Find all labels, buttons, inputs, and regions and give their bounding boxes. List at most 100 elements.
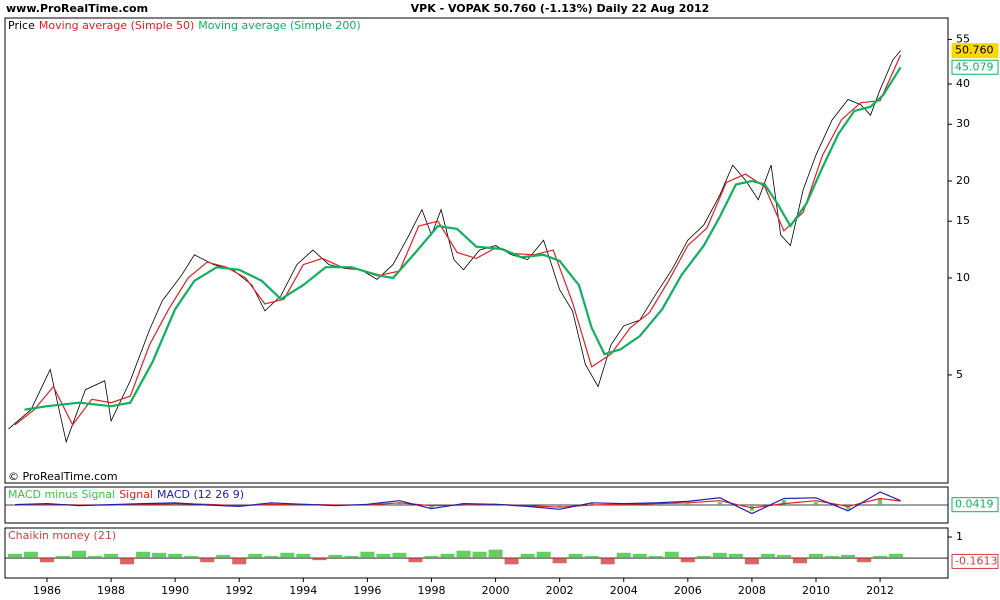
bar [857, 558, 872, 563]
bar [557, 505, 562, 508]
bar [712, 552, 727, 559]
x-tick-label: 2004 [610, 584, 638, 597]
bar [344, 555, 359, 559]
bar [120, 558, 135, 565]
bar [168, 553, 183, 559]
x-tick-label: 2002 [546, 584, 574, 597]
chaikin-panel [4, 527, 949, 579]
bar [792, 558, 807, 564]
x-tick-label: 2010 [802, 584, 830, 597]
bar [781, 499, 786, 505]
bar [296, 553, 311, 559]
y-tick-label: 15 [956, 214, 970, 227]
bar [846, 505, 851, 510]
bar [216, 554, 231, 559]
bar [808, 553, 823, 559]
y-tick-label: 40 [956, 77, 970, 90]
bar [680, 558, 695, 563]
x-tick-label: 1994 [289, 584, 317, 597]
bar [72, 550, 87, 559]
bar [504, 558, 519, 565]
bar [360, 551, 375, 559]
legend-entry: MACD minus Signal [8, 488, 115, 501]
last-value-box [951, 553, 999, 569]
bar [568, 553, 583, 559]
series-line [14, 497, 901, 509]
last-value-box [951, 43, 999, 59]
bar [717, 502, 722, 505]
chart-title: VPK - VOPAK 50.760 (-1.13%) Daily 22 Aug… [411, 2, 710, 15]
watermark: © ProRealTime.com [8, 470, 118, 483]
bar [184, 555, 199, 559]
last-value-label: 50.760 [955, 44, 994, 57]
series-line [14, 491, 901, 515]
bar [873, 555, 888, 559]
bar [23, 551, 38, 559]
x-tick-label: 1990 [161, 584, 189, 597]
last-value-label: -0.1613 [955, 554, 997, 567]
bar [397, 502, 402, 505]
bar [536, 551, 551, 559]
y-tick-label: 5 [956, 368, 963, 381]
last-value-label: 0.0419 [955, 498, 994, 511]
bar [744, 558, 759, 565]
bar [653, 504, 658, 505]
x-tick-label: 1998 [417, 584, 445, 597]
price-panel [4, 17, 949, 484]
last-value-box [951, 497, 999, 513]
bar [664, 551, 679, 559]
x-tick-label: 1996 [353, 584, 381, 597]
bar [776, 554, 791, 559]
x-tick-label: 1988 [97, 584, 125, 597]
bar [648, 555, 663, 559]
bar [841, 554, 856, 559]
bar [589, 502, 594, 505]
bar [376, 553, 391, 559]
bar [520, 553, 535, 559]
bar [136, 551, 151, 559]
x-tick-label: 2012 [866, 584, 894, 597]
last-value-box [951, 59, 999, 75]
bar [760, 553, 775, 559]
y-tick-label: 1 [956, 530, 963, 543]
series-line [24, 66, 902, 411]
bar [200, 558, 215, 563]
bar [264, 555, 279, 559]
bar [408, 558, 423, 563]
bar [552, 558, 567, 564]
bar [232, 558, 247, 565]
bar [429, 505, 434, 508]
bar [488, 549, 503, 559]
bar [280, 552, 295, 559]
x-tick-label: 2008 [738, 584, 766, 597]
bar [461, 503, 466, 505]
x-tick-label: 1992 [225, 584, 253, 597]
bar [456, 550, 471, 559]
legend-entry: Signal [119, 488, 153, 501]
series-line [14, 54, 902, 427]
bar [472, 551, 487, 559]
x-tick-label: 1986 [33, 584, 61, 597]
legend-entry: MACD (12 26 9) [157, 488, 244, 501]
bar [104, 553, 119, 559]
x-tick-label: 2000 [482, 584, 510, 597]
bar [685, 503, 690, 505]
bar [878, 498, 883, 505]
bar [584, 555, 599, 559]
bar [616, 552, 631, 559]
x-tick-label: 2006 [674, 584, 702, 597]
last-value-label: 45.079 [955, 60, 994, 73]
bar [328, 554, 343, 559]
bar [600, 558, 615, 565]
bar [889, 553, 904, 559]
y-tick-label: 30 [956, 117, 970, 130]
y-tick-label: 55 [956, 32, 970, 45]
bar [424, 555, 439, 559]
bar [813, 502, 818, 505]
bar [825, 555, 840, 559]
legend-entry: Chaikin money (21) [8, 529, 116, 542]
legend-entry: Moving average (Simple 50) [39, 19, 194, 32]
bar [152, 552, 167, 559]
